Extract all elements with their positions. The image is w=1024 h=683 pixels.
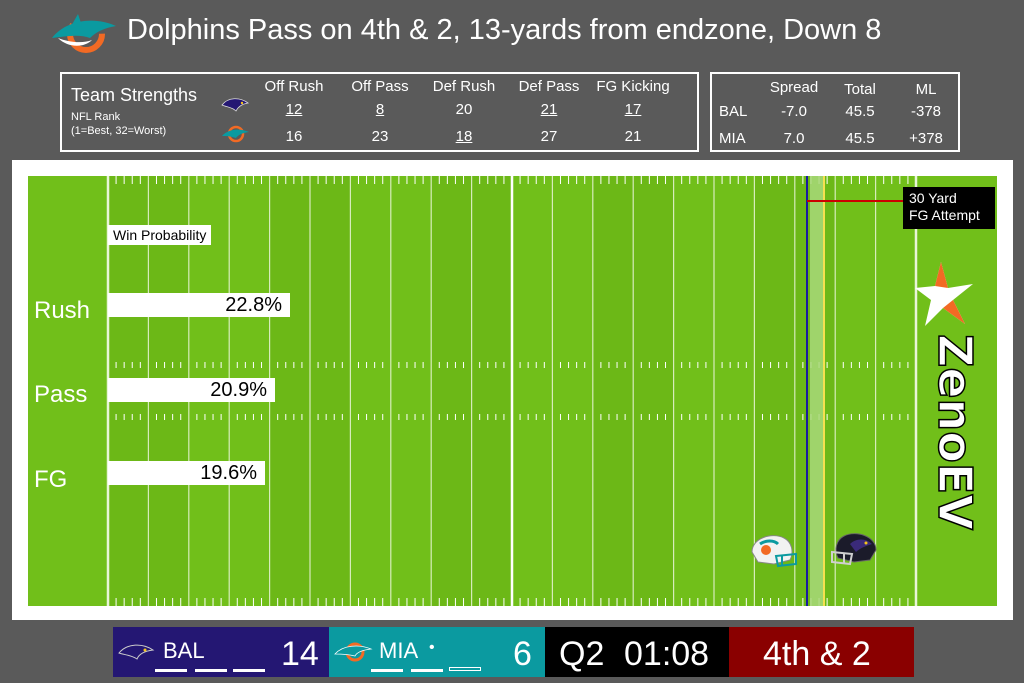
option-label-fg: FG [34, 466, 68, 493]
brand-text: ZenoEV [928, 334, 982, 530]
mia-off-pass: 23 [371, 128, 389, 145]
page-title: Dolphins Pass on 4th & 2, 13-yards from … [127, 14, 882, 46]
odds-mia-total: 45.5 [845, 130, 875, 147]
odds-mia-team: MIA [719, 130, 746, 147]
scoreboard-home: BAL 14 [113, 627, 329, 677]
mia-def-rush: 18 [455, 128, 473, 145]
away-timeout-2 [411, 669, 443, 672]
team-strengths-panel: Team Strengths NFL Rank (1=Best, 32=Wors… [60, 72, 699, 152]
mia-fg-kicking: 21 [624, 128, 642, 145]
away-team-abbr: MIA [379, 638, 419, 663]
odds-mia-ml: +378 [909, 130, 943, 147]
header-off-pass: Off Pass [351, 78, 409, 95]
quarter: Q2 [559, 635, 605, 673]
odds-mia-spread: 7.0 [783, 130, 805, 147]
header-ml: ML [915, 81, 937, 98]
away-score: 6 [513, 635, 532, 673]
mia-off-rush: 16 [285, 128, 303, 145]
bal-def-rush: 20 [455, 101, 473, 118]
scoreboard-away: MIA • 6 [329, 627, 545, 677]
header-off-rush: Off Rush [264, 78, 324, 95]
bal-def-pass: 21 [540, 101, 558, 118]
ravens-helmet [831, 533, 877, 566]
option-label-pass: Pass [34, 381, 88, 408]
odds-bal-team: BAL [719, 103, 748, 120]
win-probability-label: Win Probability [108, 225, 212, 245]
header-fg-kicking: FG Kicking [596, 78, 670, 95]
dolphins-helmet [751, 535, 797, 568]
header-total: Total [844, 81, 876, 98]
zeno-ev-logo: ZenoEV [915, 262, 983, 531]
ravens-logo [221, 98, 249, 112]
bal-off-rush: 12 [285, 101, 303, 118]
home-score: 14 [281, 635, 319, 673]
win-prob-bar-fg: 19.6% [108, 461, 265, 485]
down-and-distance: 4th & 2 [763, 635, 871, 673]
betting-odds-panel: Spread Total ML BAL -7.0 45.5 -378 MIA 7… [710, 72, 960, 152]
mia-def-pass: 27 [540, 128, 558, 145]
home-timeout-1 [155, 669, 187, 672]
bal-fg-kicking: 17 [624, 101, 642, 118]
home-timeout-3 [233, 669, 265, 672]
away-timeout-3 [449, 667, 481, 671]
win-prob-bar-pass: 20.9% [108, 378, 275, 402]
possession-indicator: • [429, 639, 435, 656]
header-def-rush: Def Rush [432, 78, 496, 95]
left-endzone [28, 176, 108, 606]
game-clock: 01:08 [624, 635, 710, 673]
ravens-logo [118, 644, 155, 660]
odds-bal-ml: -378 [910, 103, 942, 120]
scoreboard-down-distance: 4th & 2 [729, 627, 914, 677]
zeno-star-icon [915, 262, 973, 326]
scoreboard-clock: Q2 01:08 [545, 627, 729, 677]
bal-off-pass: 8 [375, 101, 385, 118]
away-timeout-1 [371, 669, 403, 672]
line-to-gain-band [810, 176, 824, 606]
field-markings [28, 176, 997, 606]
dolphins-logo [334, 642, 373, 662]
option-label-rush: Rush [34, 297, 91, 324]
odds-bal-spread: -7.0 [781, 103, 807, 120]
odds-bal-total: 45.5 [845, 103, 875, 120]
header-spread: Spread [769, 79, 819, 96]
right-endzone [916, 176, 997, 606]
home-timeout-2 [195, 669, 227, 672]
strengths-subtitle: NFL Rank (1=Best, 32=Worst) [71, 111, 167, 137]
dolphins-logo [222, 125, 249, 143]
dolphins-logo [52, 14, 116, 53]
fg-attempt-label: 30 Yard FG Attempt [903, 187, 995, 229]
win-prob-bar-rush: 22.8% [108, 293, 290, 317]
strengths-title: Team Strengths [71, 85, 198, 105]
home-team-abbr: BAL [163, 638, 205, 663]
football-field [28, 176, 997, 606]
header-def-pass: Def Pass [518, 78, 580, 95]
